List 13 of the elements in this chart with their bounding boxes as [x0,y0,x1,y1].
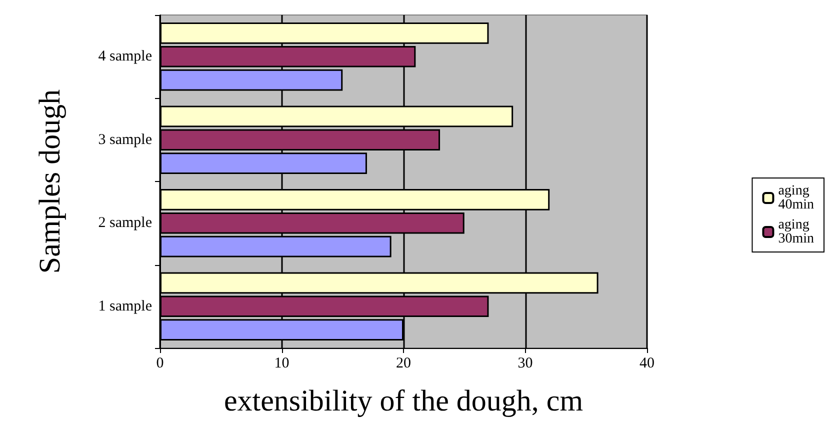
x-axis-title: extensibility of the dough, cm [224,384,584,418]
y-tick-label: 4 sample [98,48,152,65]
x-tick-label: 10 [274,356,290,372]
y-tick-label: 3 sample [98,132,152,148]
y-tick-label: 2 sample [98,215,152,232]
x-tick-label: 30 [518,356,533,372]
legend-label: aging 40min [778,184,814,212]
y-tick-label: 1 sample [98,298,152,314]
x-tick-label: 0 [156,356,164,372]
legend-label: aging 30min [778,218,814,246]
x-tick-label: 20 [396,356,411,372]
x-tick-label: 40 [640,356,654,372]
y-axis-title: Samples dough [34,89,66,274]
